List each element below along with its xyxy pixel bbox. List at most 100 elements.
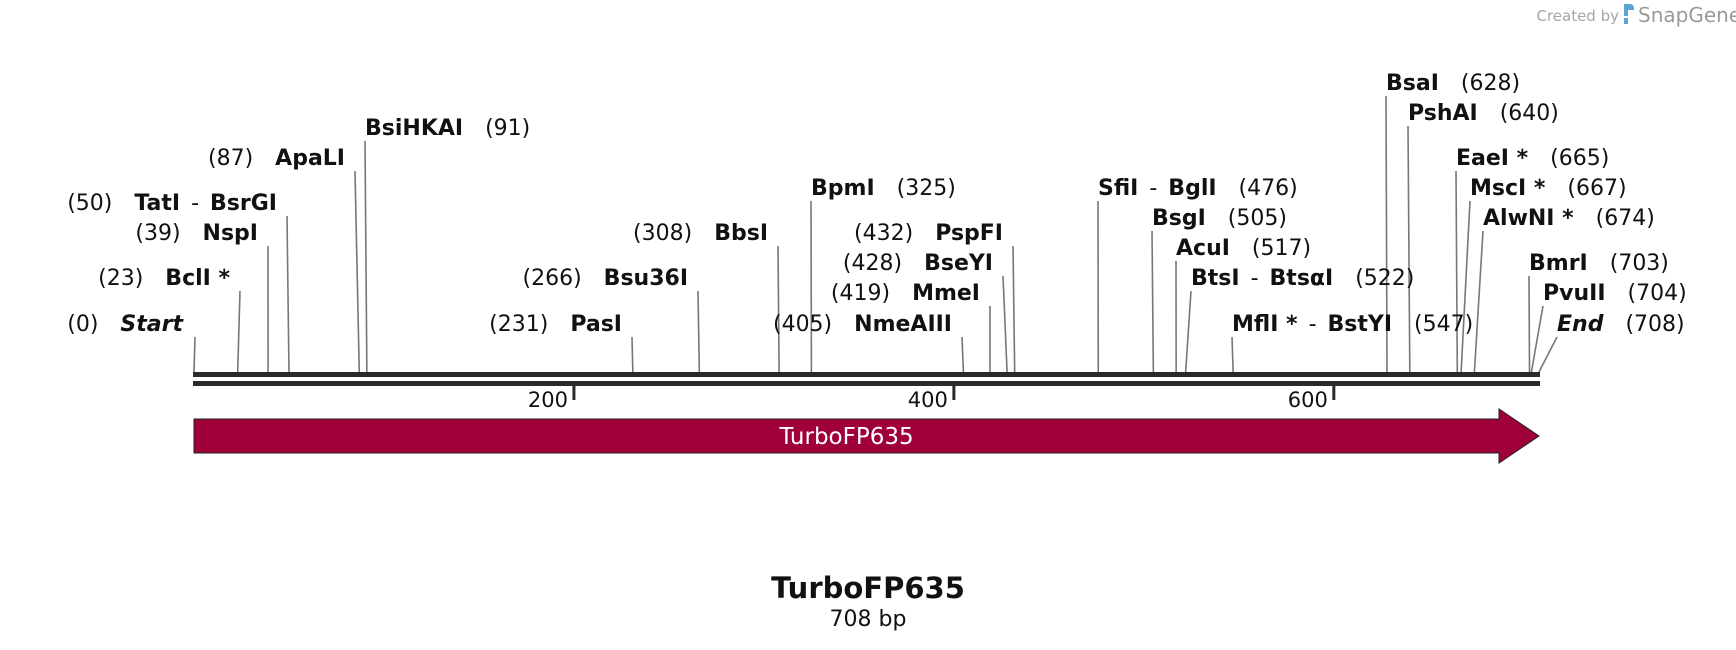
enzyme-name: End [1557, 312, 1604, 337]
site-label-text[interactable]: BpmI (325) [811, 176, 956, 201]
enzyme-name: BmrI [1529, 251, 1588, 276]
site-label-text[interactable]: PshAI (640) [1408, 101, 1559, 126]
feature-arrow[interactable] [193, 408, 1540, 464]
credit-brand: SnapGene [1638, 3, 1736, 27]
site-label-text[interactable]: AlwNI * (674) [1483, 206, 1655, 231]
site-connector [631, 336, 634, 373]
site-label[interactable]: AcuI (517) [1176, 236, 1311, 261]
site-label[interactable]: (405) NmeAIII [773, 312, 952, 337]
site-label-text[interactable]: MflI * - BstYI (547) [1232, 312, 1473, 337]
site-labels: (0) Start (23) BclI * (39) NspI (50) TatI -… [67, 71, 1686, 337]
site-label-text[interactable]: MscI * (667) [1470, 176, 1627, 201]
site-label[interactable]: (39) NspI [135, 221, 258, 246]
site-connector [1455, 170, 1459, 373]
credit-prefix: Created by [1536, 7, 1619, 25]
site-connector [1184, 290, 1192, 373]
site-position: (23) [98, 266, 143, 291]
site-label[interactable]: End (708) [1557, 312, 1685, 337]
site-label-text[interactable]: (50) TatI - BsrGI [67, 191, 277, 216]
spacer [181, 221, 203, 246]
site-label-text[interactable]: (39) NspI [135, 221, 258, 246]
site-label[interactable]: (432) PspFI [854, 221, 1003, 246]
site-connector [1530, 305, 1544, 373]
site-label[interactable]: EaeI * (665) [1456, 146, 1609, 171]
site-label-text[interactable]: BtsI - BtsαI (522) [1191, 266, 1414, 291]
site-position: (517) [1252, 236, 1311, 261]
spacer [875, 176, 897, 201]
site-position: (667) [1567, 176, 1626, 201]
site-label-text[interactable]: BmrI (703) [1529, 251, 1669, 276]
site-label[interactable]: (266) Bsu36I [523, 266, 689, 291]
site-label[interactable]: PvuII (704) [1543, 281, 1687, 306]
site-position: (419) [831, 281, 890, 306]
site-label[interactable]: BsaI (628) [1386, 71, 1520, 96]
enzyme-name-2: BstYI [1328, 312, 1393, 337]
site-label[interactable]: (308) BbsI [633, 221, 768, 246]
site-connector [1473, 230, 1484, 373]
spacer [582, 266, 604, 291]
site-label[interactable]: PshAI (640) [1408, 101, 1559, 126]
feature-turbofp635[interactable]: TurboFP635 [193, 408, 1540, 464]
enzyme-name: BsaI [1386, 71, 1439, 96]
site-position: (231) [489, 312, 548, 337]
site-label[interactable]: (419) MmeI [831, 281, 980, 306]
spacer [1392, 312, 1414, 337]
site-label[interactable]: SfiI - BglI (476) [1098, 176, 1298, 201]
site-label-text[interactable]: (266) Bsu36I [523, 266, 689, 291]
site-label-text[interactable]: (87) ApaLI [208, 146, 345, 171]
site-label[interactable]: (87) ApaLI [208, 146, 345, 171]
site-label[interactable]: (0) Start [67, 312, 184, 337]
site-label[interactable]: BsiHKAI (91) [365, 116, 530, 141]
enzyme-name: BclI * [165, 266, 230, 291]
enzyme-name: NspI [203, 221, 258, 246]
site-label[interactable]: MscI * (667) [1470, 176, 1627, 201]
site-label-text[interactable]: SfiI - BglI (476) [1098, 176, 1298, 201]
site-label-text[interactable]: (405) NmeAIII [773, 312, 952, 337]
site-label[interactable]: (231) PasI [489, 312, 622, 337]
sequence-backbone [193, 372, 1540, 386]
site-label-text[interactable]: End (708) [1557, 312, 1685, 337]
site-label[interactable]: (428) BseYI [843, 251, 993, 276]
site-label-text[interactable]: (0) Start [67, 312, 184, 337]
site-label[interactable]: BsgI (505) [1152, 206, 1287, 231]
site-connector [1231, 336, 1234, 373]
site-connectors [193, 95, 1558, 373]
site-connector [1528, 275, 1531, 373]
site-label-text[interactable]: EaeI * (665) [1456, 146, 1609, 171]
site-label-text[interactable]: (308) BbsI [633, 221, 768, 246]
site-label-text[interactable]: BsiHKAI (91) [365, 116, 530, 141]
site-position: (522) [1355, 266, 1414, 291]
site-label-text[interactable]: AcuI (517) [1176, 236, 1311, 261]
enzyme-name-2: BglI [1168, 176, 1216, 201]
site-label-text[interactable]: (419) MmeI [831, 281, 980, 306]
spacer [1606, 281, 1628, 306]
site-connector [1012, 245, 1016, 373]
site-connector [1538, 336, 1558, 373]
site-label[interactable]: BtsI - BtsαI (522) [1191, 266, 1414, 291]
spacer [1206, 206, 1228, 231]
enzyme-name: BbsI [714, 221, 768, 246]
site-position: (665) [1550, 146, 1609, 171]
spacer [548, 312, 570, 337]
site-label[interactable]: (23) BclI * [98, 266, 230, 291]
snapgene-logo-icon [1624, 4, 1634, 24]
site-label-text[interactable]: (231) PasI [489, 312, 622, 337]
site-label[interactable]: MflI * - BstYI (547) [1232, 312, 1473, 337]
site-label[interactable]: AlwNI * (674) [1483, 206, 1655, 231]
dash: - [1298, 312, 1328, 337]
site-label-text[interactable]: BsgI (505) [1152, 206, 1287, 231]
site-label-text[interactable]: (23) BclI * [98, 266, 230, 291]
enzyme-name: BpmI [811, 176, 875, 201]
site-label[interactable]: BpmI (325) [811, 176, 956, 201]
site-connector [364, 140, 368, 373]
site-label-text[interactable]: (428) BseYI [843, 251, 993, 276]
site-label[interactable]: (50) TatI - BsrGI [67, 191, 277, 216]
site-label-text[interactable]: (432) PspFI [854, 221, 1003, 246]
site-label-text[interactable]: PvuII (704) [1543, 281, 1687, 306]
site-label-text[interactable]: BsaI (628) [1386, 71, 1520, 96]
site-label[interactable]: BmrI (703) [1529, 251, 1669, 276]
spacer [1574, 206, 1596, 231]
site-connector [1002, 275, 1008, 373]
sequence-title: TurboFP635 [771, 571, 965, 605]
